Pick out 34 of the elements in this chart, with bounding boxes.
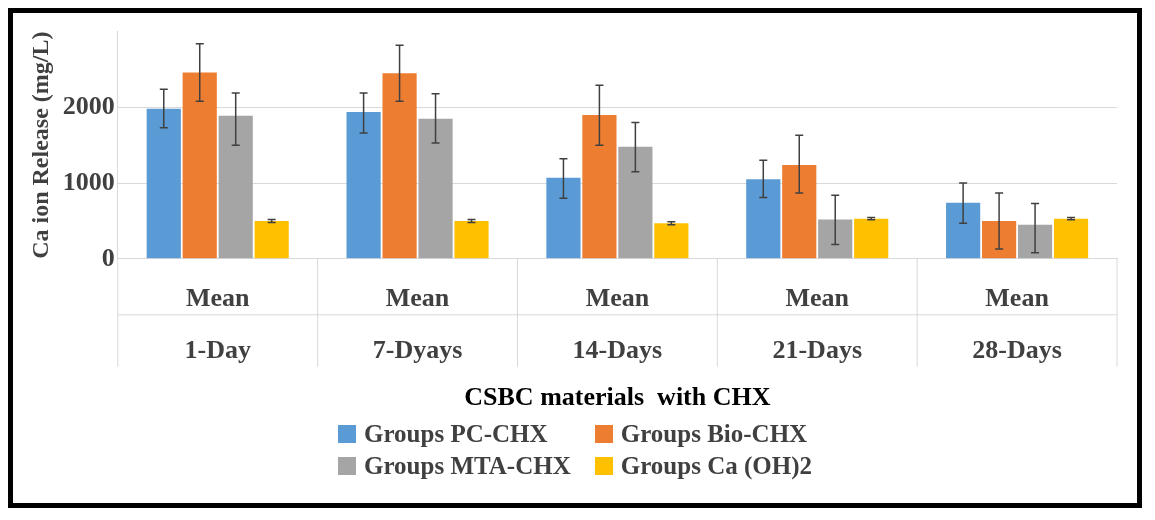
bar bbox=[982, 220, 1017, 259]
x-tick-label: Mean 28-Days bbox=[972, 282, 1062, 364]
y-axis-title: Ca ion Release (mg/L) bbox=[26, 31, 53, 259]
x-tick-label: Mean 14-Days bbox=[572, 282, 663, 364]
bar bbox=[854, 218, 889, 259]
x-tick-label: Mean 1-Day bbox=[184, 282, 251, 364]
bar bbox=[618, 146, 653, 259]
bar bbox=[254, 220, 289, 259]
legend-label: Groups Bio-CHX bbox=[620, 420, 808, 448]
bar bbox=[582, 114, 617, 259]
y-tick-label: 2000 bbox=[62, 91, 115, 121]
bar bbox=[218, 115, 253, 259]
bar bbox=[454, 220, 489, 259]
y-tick-label: 0 bbox=[101, 242, 115, 272]
legend-label: Groups Ca (OH)2 bbox=[620, 452, 812, 480]
bar bbox=[1053, 218, 1089, 259]
bar bbox=[654, 223, 689, 259]
bar bbox=[346, 111, 381, 259]
x-tick-label: Mean 7-Dyays bbox=[372, 282, 463, 364]
bar bbox=[746, 179, 781, 259]
bar bbox=[418, 118, 453, 259]
y-tick-label: 1000 bbox=[62, 166, 115, 196]
bar bbox=[1017, 224, 1053, 259]
bar bbox=[818, 219, 853, 259]
bar bbox=[382, 73, 417, 259]
bar bbox=[182, 72, 217, 259]
bar bbox=[546, 177, 581, 259]
bar bbox=[782, 164, 817, 259]
x-axis-title: CSBC materials with CHX bbox=[464, 382, 771, 412]
legend-label: Groups PC-CHX bbox=[364, 420, 548, 448]
legend-label: Groups MTA-CHX bbox=[364, 452, 571, 480]
bar bbox=[146, 108, 181, 259]
x-tick-label: Mean 21-Days bbox=[772, 282, 863, 364]
bar bbox=[946, 202, 981, 259]
